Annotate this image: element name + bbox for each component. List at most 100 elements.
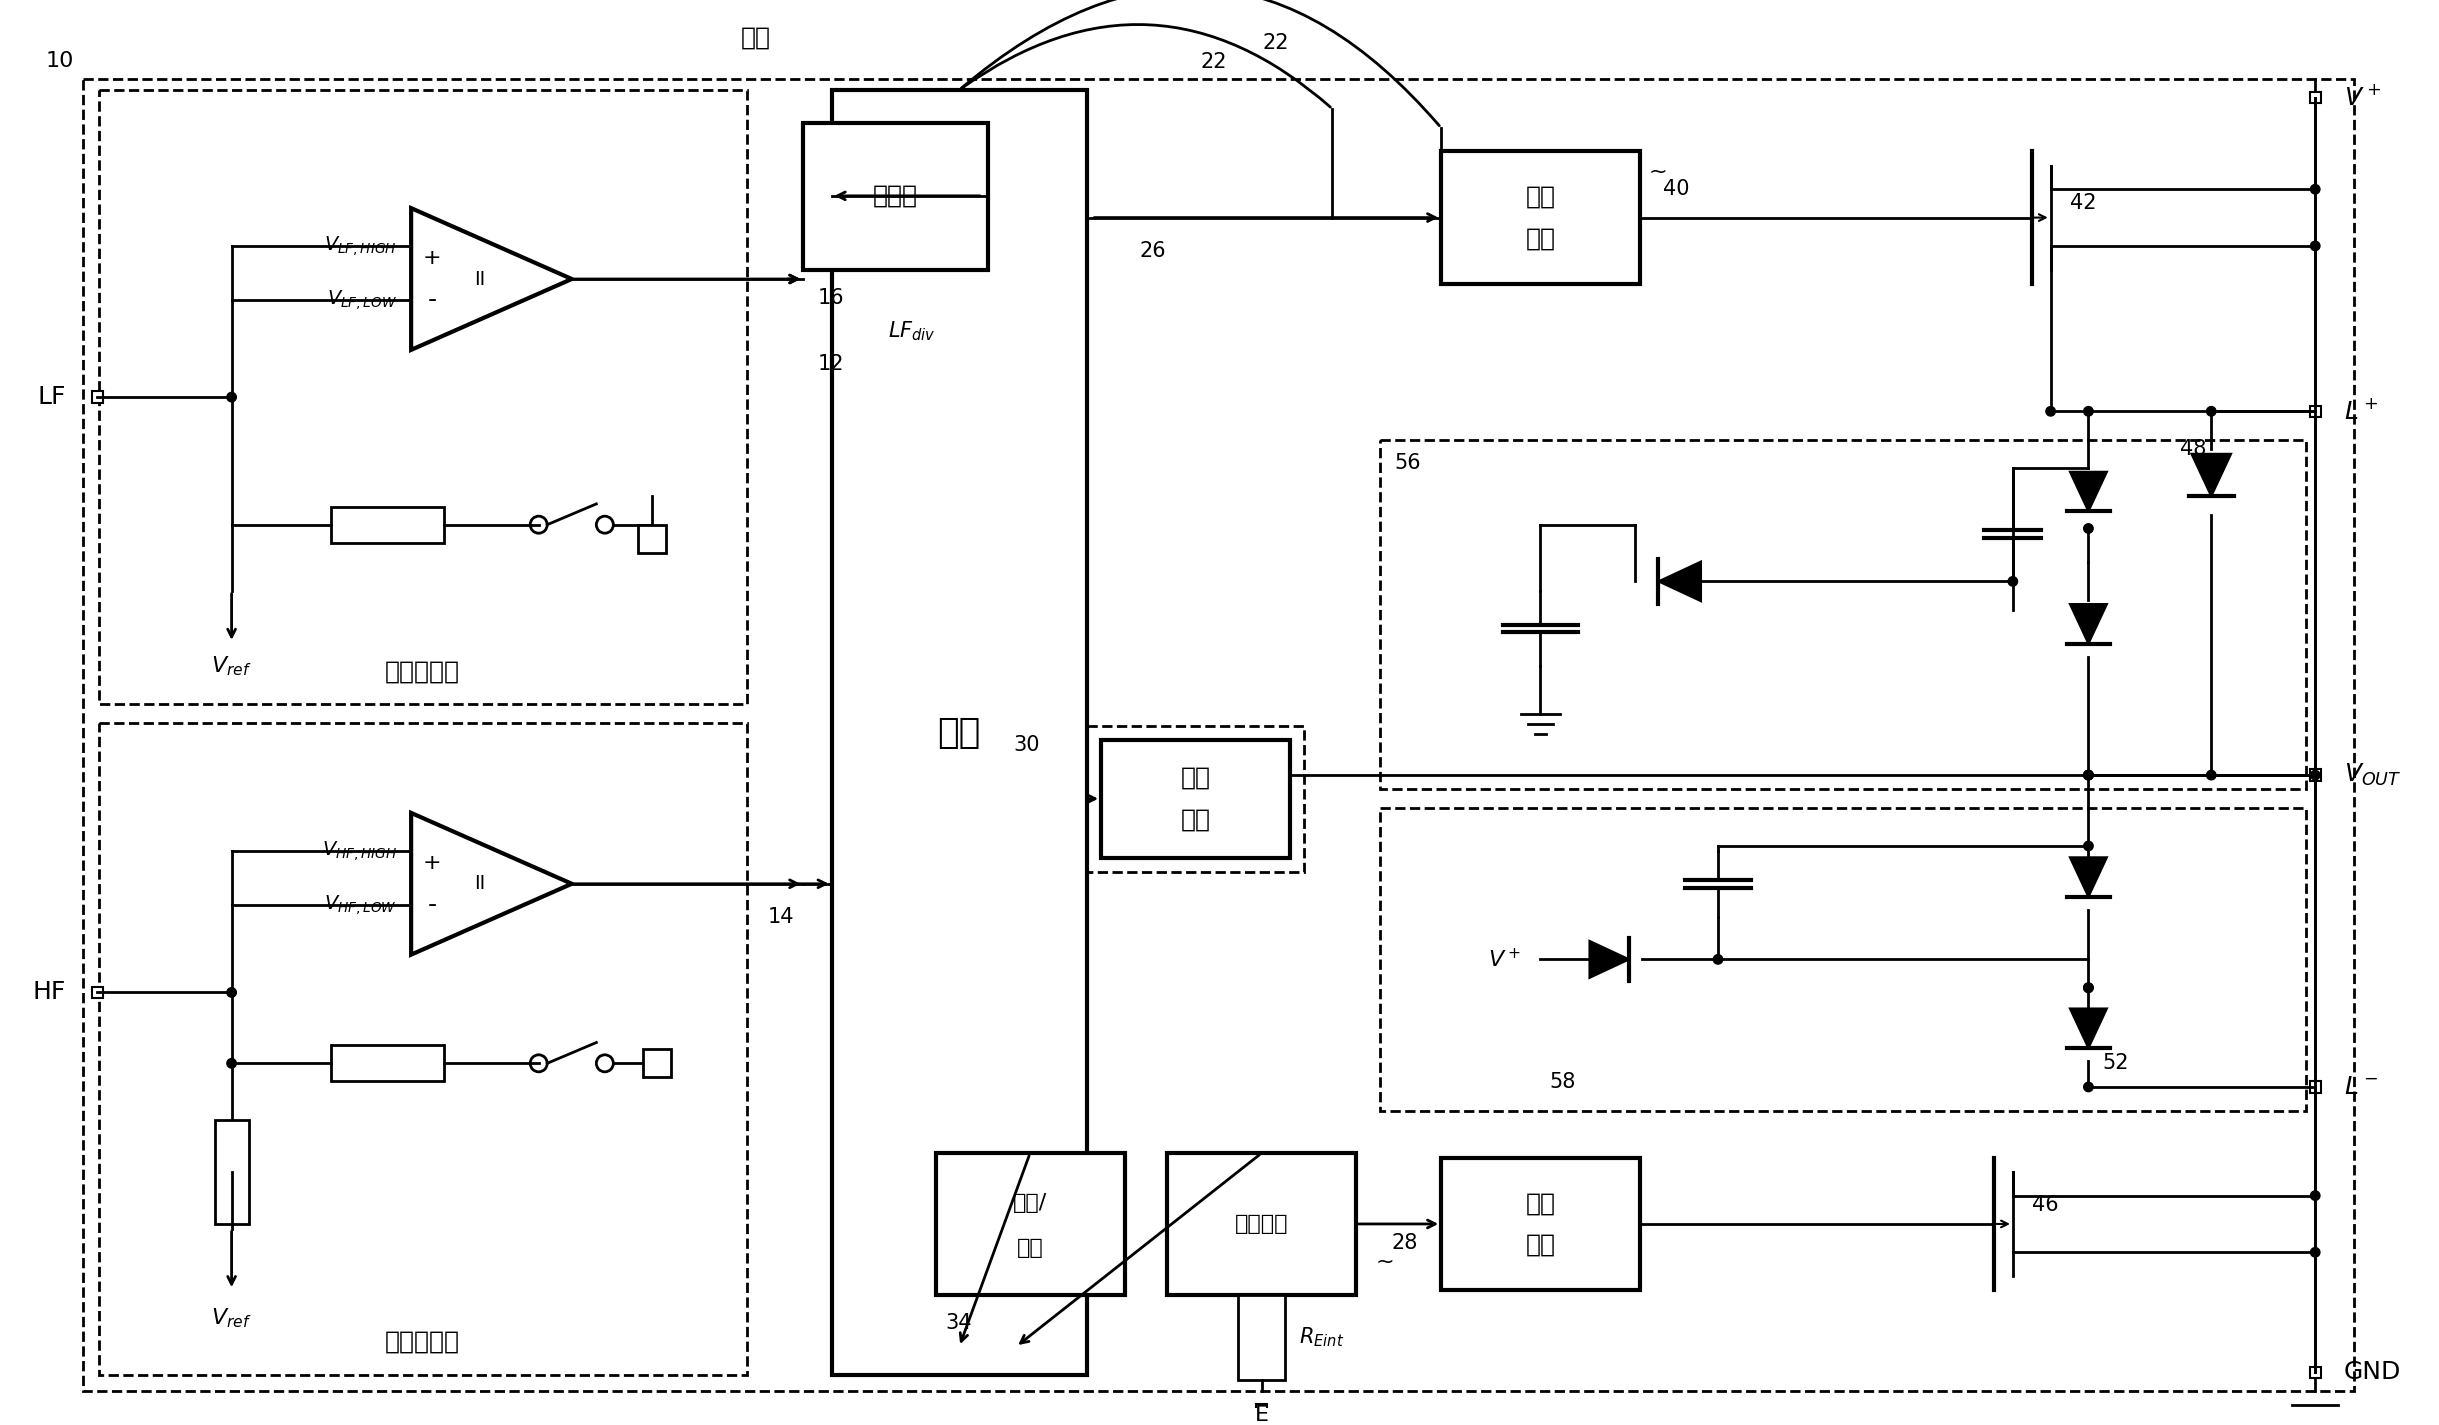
Circle shape: [2007, 577, 2017, 586]
Text: LF: LF: [37, 385, 66, 409]
Bar: [1168, 1153, 1356, 1295]
Circle shape: [227, 1059, 237, 1069]
Bar: [100, 722, 746, 1375]
Text: 34: 34: [944, 1314, 971, 1334]
Text: 高频振荡器: 高频振荡器: [385, 1330, 461, 1354]
Text: 开关: 开关: [1524, 1233, 1556, 1257]
Text: 逻辑: 逻辑: [937, 715, 980, 750]
Text: $V_{HF,LOW}$: $V_{HF,LOW}$: [324, 892, 398, 916]
Text: $R_{Eint}$: $R_{Eint}$: [1300, 1325, 1344, 1349]
Bar: [2310, 770, 2322, 781]
Text: 48: 48: [2180, 439, 2207, 459]
Circle shape: [2083, 771, 2093, 779]
Text: $V_{ref}$: $V_{ref}$: [212, 1307, 251, 1331]
Text: $V^+$: $V^+$: [1488, 948, 1522, 970]
Text: 10: 10: [46, 51, 73, 71]
Bar: [1380, 808, 2305, 1110]
Bar: [1441, 151, 1639, 284]
Circle shape: [2310, 184, 2319, 194]
Text: GND: GND: [2344, 1361, 2400, 1384]
Text: -: -: [427, 288, 437, 312]
Circle shape: [227, 988, 237, 998]
Text: 使能/: 使能/: [1012, 1193, 1046, 1213]
Polygon shape: [2071, 472, 2107, 512]
Text: 16: 16: [817, 288, 844, 308]
Circle shape: [227, 392, 237, 402]
Bar: [937, 1153, 1124, 1295]
Polygon shape: [2071, 1009, 2107, 1049]
Text: $V_{LF,LOW}$: $V_{LF,LOW}$: [327, 288, 398, 312]
Circle shape: [2310, 1191, 2319, 1200]
Circle shape: [2083, 841, 2093, 851]
Text: ~: ~: [1376, 1251, 1393, 1271]
Bar: [2310, 91, 2322, 103]
Text: 22: 22: [1200, 51, 1227, 71]
Text: 放电控制: 放电控制: [1234, 1214, 1288, 1234]
Bar: [332, 507, 444, 543]
Text: 复位: 复位: [1017, 1237, 1044, 1258]
Bar: [2310, 406, 2322, 418]
Bar: [832, 90, 1088, 1375]
Bar: [802, 123, 988, 269]
Text: 同步: 同步: [741, 26, 771, 50]
Circle shape: [2310, 241, 2319, 251]
Text: 26: 26: [1139, 241, 1166, 261]
Text: -: -: [427, 892, 437, 916]
Circle shape: [2083, 406, 2093, 416]
Polygon shape: [2190, 453, 2232, 496]
Bar: [1239, 1295, 1285, 1379]
Text: II: II: [476, 269, 485, 288]
Text: 46: 46: [2032, 1196, 2059, 1216]
Text: $V_{OUT}$: $V_{OUT}$: [2344, 762, 2400, 788]
Circle shape: [2207, 406, 2217, 416]
Bar: [2310, 1367, 2322, 1378]
Text: +: +: [422, 854, 441, 874]
Circle shape: [2046, 406, 2056, 416]
Bar: [641, 1049, 671, 1077]
Text: 感测: 感测: [1180, 808, 1210, 832]
Polygon shape: [1659, 561, 1700, 601]
Text: E: E: [1254, 1405, 1268, 1425]
Text: 驱动: 驱动: [1524, 185, 1556, 209]
Bar: [100, 90, 746, 704]
Bar: [639, 524, 666, 553]
Circle shape: [1712, 955, 1722, 965]
Circle shape: [2083, 771, 2093, 779]
Bar: [93, 986, 102, 997]
Text: $LF_{div}$: $LF_{div}$: [888, 319, 937, 343]
Text: $L^+$: $L^+$: [2344, 399, 2378, 423]
Bar: [332, 1046, 444, 1082]
Circle shape: [2310, 1247, 2319, 1257]
Text: 52: 52: [2102, 1053, 2129, 1073]
Bar: [2310, 1082, 2322, 1093]
Circle shape: [2083, 1082, 2093, 1092]
Text: 分频器: 分频器: [873, 184, 917, 208]
Text: 42: 42: [2071, 194, 2095, 214]
Text: $V_{HF,HIGH}$: $V_{HF,HIGH}$: [322, 839, 398, 862]
Bar: [1256, 1405, 1268, 1416]
Text: 22: 22: [1263, 33, 1290, 53]
Text: HF: HF: [32, 980, 66, 1005]
Circle shape: [2083, 771, 2093, 779]
Bar: [1100, 740, 1290, 858]
Bar: [215, 1120, 249, 1224]
Text: $V_{LF,HIGH}$: $V_{LF,HIGH}$: [324, 234, 398, 258]
Circle shape: [2083, 983, 2093, 992]
Polygon shape: [1590, 940, 1629, 978]
Circle shape: [2083, 983, 2093, 992]
Polygon shape: [2071, 604, 2107, 644]
Bar: [93, 392, 102, 403]
Text: $V^+$: $V^+$: [2344, 86, 2380, 110]
Bar: [1441, 1157, 1639, 1290]
Text: 40: 40: [1663, 180, 1690, 200]
Text: II: II: [476, 875, 485, 893]
Text: $V_{ref}$: $V_{ref}$: [212, 654, 251, 678]
Text: 斜率: 斜率: [1180, 767, 1210, 789]
Text: 58: 58: [1549, 1072, 1576, 1092]
Text: $L^-$: $L^-$: [2344, 1074, 2378, 1099]
Circle shape: [2207, 771, 2217, 779]
Text: 30: 30: [1012, 735, 1039, 755]
Text: +: +: [422, 248, 441, 268]
Bar: [1380, 440, 2305, 789]
Circle shape: [2310, 771, 2319, 779]
